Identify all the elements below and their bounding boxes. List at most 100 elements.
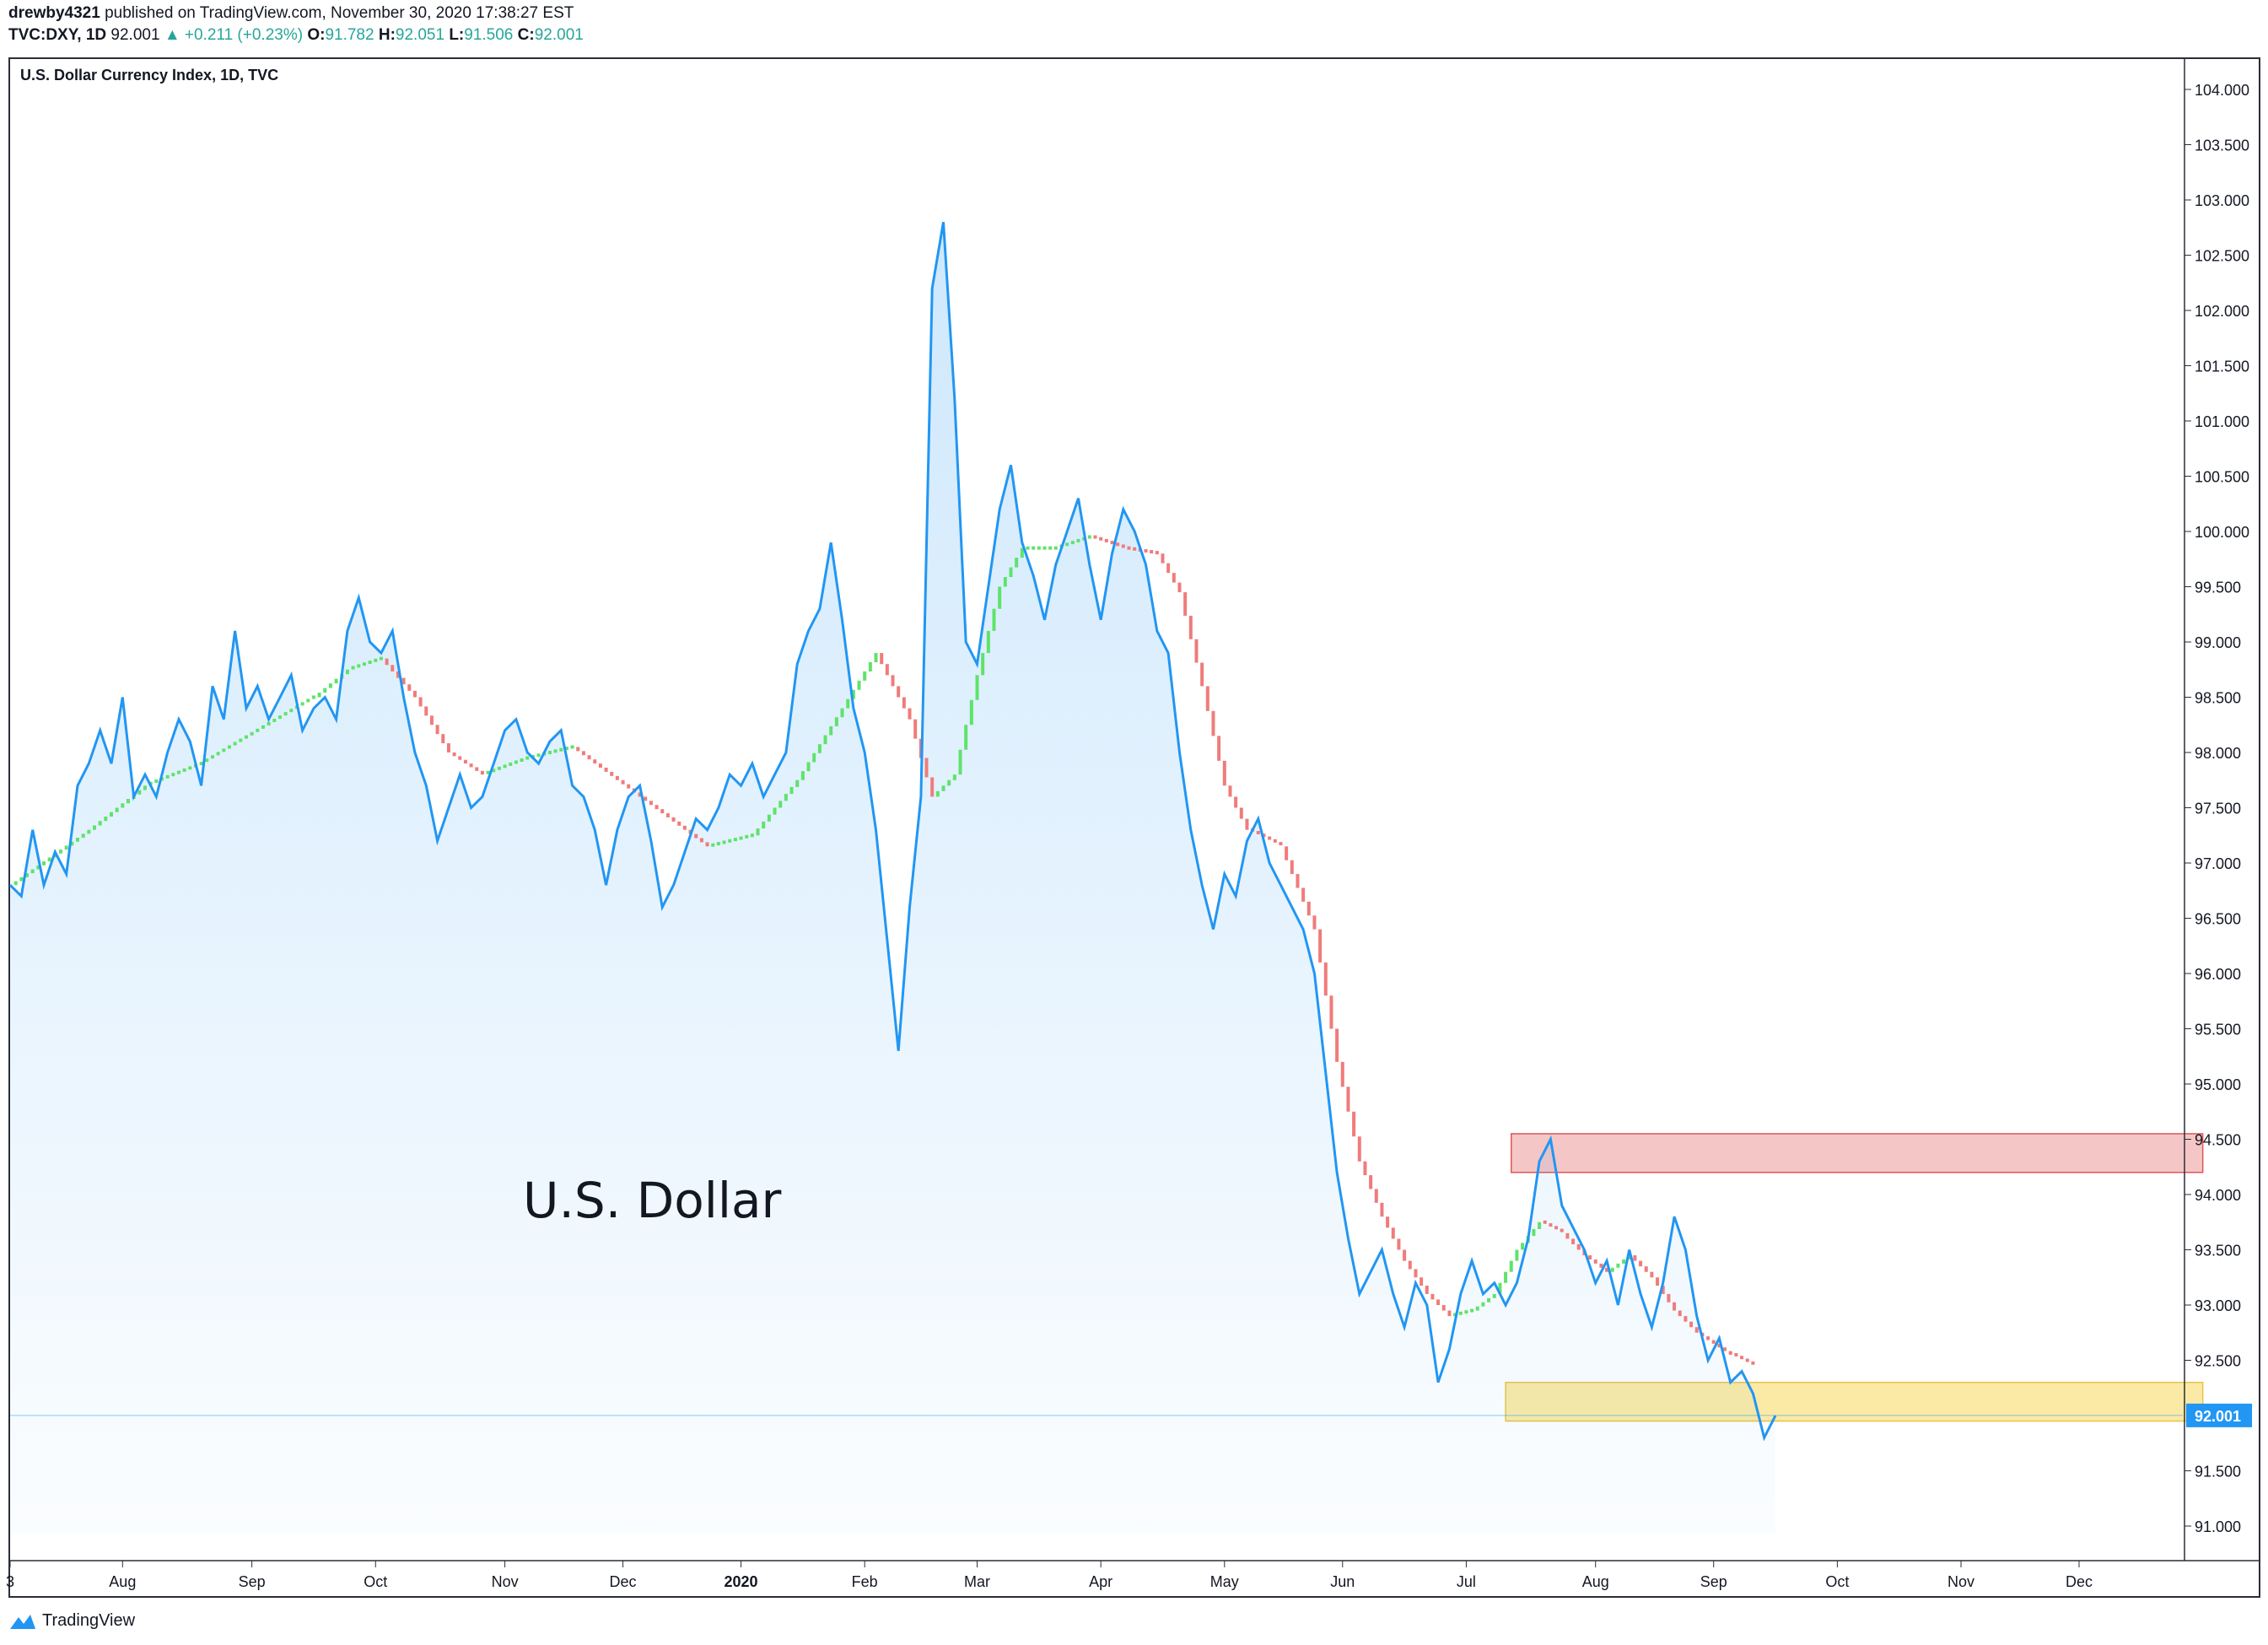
ma-step bbox=[913, 719, 918, 739]
ma-step bbox=[1329, 995, 1333, 1029]
ma-step bbox=[283, 712, 288, 716]
ma-step bbox=[846, 698, 850, 709]
ma-step bbox=[880, 653, 884, 665]
last-price-label: 92.001 bbox=[2195, 1408, 2241, 1425]
ma-step bbox=[857, 680, 861, 690]
ma-step bbox=[897, 686, 901, 698]
ma-step bbox=[244, 735, 248, 739]
ma-step bbox=[1599, 1263, 1603, 1268]
price-area-fill bbox=[10, 222, 1775, 1534]
ma-step bbox=[289, 709, 294, 713]
ma-step bbox=[1166, 563, 1171, 574]
ma-step bbox=[205, 758, 209, 763]
ma-step bbox=[773, 807, 777, 815]
x-tick-label: Sep bbox=[1700, 1573, 1727, 1590]
x-tick-label: Nov bbox=[492, 1573, 519, 1590]
tradingview-footer[interactable]: TradingView bbox=[8, 1611, 135, 1631]
ma-step bbox=[401, 677, 406, 685]
ma-step bbox=[277, 715, 282, 720]
ma-step bbox=[1605, 1267, 1609, 1272]
ma-step bbox=[1183, 592, 1188, 616]
ma-step bbox=[1211, 710, 1215, 736]
ma-step bbox=[210, 755, 214, 759]
ma-step bbox=[1245, 818, 1249, 830]
y-tick-label: 93.500 bbox=[2195, 1243, 2241, 1259]
ma-step bbox=[492, 769, 496, 773]
ma-step bbox=[351, 666, 355, 670]
ma-step bbox=[1172, 573, 1176, 583]
resistance-zone[interactable] bbox=[1511, 1133, 2204, 1173]
y-tick-label: 97.500 bbox=[2195, 801, 2241, 817]
ma-step bbox=[627, 784, 631, 789]
ma-step bbox=[1369, 1175, 1373, 1189]
ma-step bbox=[1565, 1232, 1570, 1239]
ma-step bbox=[1470, 1308, 1474, 1313]
ma-step bbox=[1549, 1223, 1553, 1227]
author-name[interactable]: drewby4321 bbox=[8, 4, 100, 22]
ma-step bbox=[154, 779, 159, 784]
ma-step bbox=[930, 777, 935, 797]
symbol-label: TVC:DXY, 1D bbox=[8, 26, 107, 44]
ma-step bbox=[256, 728, 260, 732]
ma-step bbox=[1678, 1310, 1682, 1317]
ma-step bbox=[998, 586, 1002, 609]
ma-step bbox=[1673, 1302, 1677, 1311]
ma-step bbox=[1554, 1226, 1559, 1230]
ma-step bbox=[311, 695, 315, 699]
ma-step bbox=[1032, 546, 1036, 550]
time-axis[interactable]: 3 Aug Sep Oct Nov Dec 2020 Feb Mar Apr May Jun Jul Au… bbox=[6, 1561, 2093, 1590]
y-tick-label: 100.000 bbox=[2195, 524, 2249, 541]
ma-step bbox=[1065, 542, 1069, 547]
ma-step bbox=[1711, 1340, 1716, 1344]
ma-step bbox=[1543, 1220, 1547, 1224]
price-axis[interactable]: 104.000 103.500 103.000 102.500 102.000 101.5… bbox=[2184, 82, 2249, 1535]
ma-step bbox=[227, 745, 231, 749]
ma-step bbox=[1633, 1255, 1637, 1261]
ma-step bbox=[1723, 1347, 1727, 1351]
ma-step bbox=[1717, 1343, 1721, 1348]
ma-step bbox=[1155, 551, 1159, 555]
ma-step bbox=[762, 821, 766, 829]
ma-step bbox=[323, 688, 327, 693]
ma-step bbox=[19, 876, 24, 882]
open-value: 91.782 bbox=[325, 26, 374, 44]
ma-step bbox=[682, 825, 687, 830]
ma-step bbox=[1340, 1061, 1344, 1087]
ma-step bbox=[750, 833, 754, 838]
ma-step bbox=[722, 840, 726, 844]
ma-step bbox=[1150, 550, 1154, 554]
ma-step bbox=[374, 658, 378, 662]
ma-step bbox=[497, 766, 501, 770]
ma-step bbox=[1593, 1259, 1597, 1264]
y-tick-label: 99.500 bbox=[2195, 580, 2241, 596]
ma-step bbox=[1296, 874, 1300, 888]
ma-step bbox=[891, 675, 895, 687]
ma-step bbox=[143, 785, 147, 790]
ma-step bbox=[660, 809, 665, 814]
ma-step bbox=[199, 762, 203, 766]
ma-step bbox=[581, 751, 585, 756]
x-tick-label: Oct bbox=[364, 1573, 387, 1590]
x-tick-label: Aug bbox=[109, 1573, 136, 1590]
x-tick-label: Mar bbox=[964, 1573, 990, 1590]
ma-step bbox=[1588, 1255, 1592, 1259]
ma-step bbox=[621, 779, 625, 785]
ma-step bbox=[1093, 535, 1097, 539]
ma-step bbox=[1521, 1243, 1525, 1250]
ma-step bbox=[441, 734, 445, 744]
up-triangle-icon: ▲ bbox=[164, 26, 180, 44]
ma-step bbox=[109, 812, 113, 817]
y-tick-label: 98.000 bbox=[2195, 745, 2241, 762]
close-value: 92.001 bbox=[534, 26, 584, 44]
ma-step bbox=[1239, 807, 1243, 819]
ma-step bbox=[941, 785, 945, 791]
ma-step bbox=[1020, 547, 1024, 558]
ma-step bbox=[699, 838, 703, 843]
ma-step bbox=[981, 653, 985, 676]
ma-step bbox=[261, 725, 265, 729]
ma-step bbox=[87, 829, 91, 834]
ma-step bbox=[362, 662, 366, 666]
x-tick-label: Oct bbox=[1825, 1573, 1849, 1590]
ma-step bbox=[1318, 929, 1323, 963]
